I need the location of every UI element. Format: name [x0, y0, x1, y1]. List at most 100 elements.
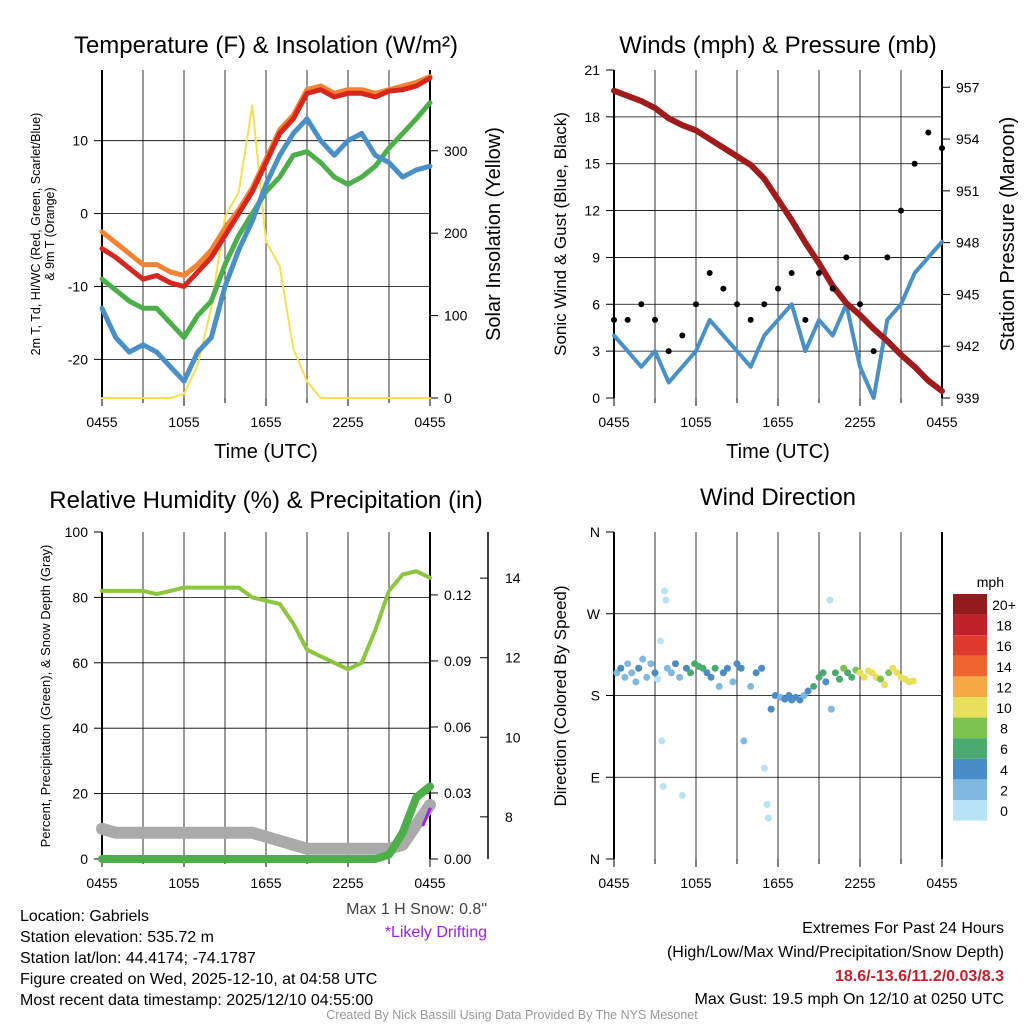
wdir-ytick-label: N — [590, 851, 600, 867]
wind-direction-point — [621, 673, 629, 681]
rh-xtick-label: 0455 — [86, 875, 117, 891]
rh-y-axis-label: Percent, Precipitation (Green), & Snow D… — [38, 545, 53, 848]
snow-depth-tick-label: 14 — [505, 570, 521, 586]
wdir-ytick-label: E — [591, 769, 600, 785]
winds-ytick-right-label: 951 — [956, 183, 980, 199]
temp-ytick-right-label: 100 — [444, 308, 468, 324]
wind-direction-point — [810, 682, 818, 690]
temp-ytick-label: 10 — [72, 133, 88, 149]
wdir-xtick-label: 0455 — [926, 875, 957, 891]
temp-ytick-label: -20 — [68, 351, 88, 367]
colorbar-swatch — [953, 614, 987, 636]
wind-direction-point — [764, 814, 772, 822]
wind-direction-point — [860, 673, 868, 681]
colorbar-title: mph — [977, 574, 1004, 590]
wind-direction-point — [826, 596, 834, 604]
colorbar-label: 6 — [1000, 741, 1008, 757]
credit-text: Created By Nick Bassill Using Data Provi… — [326, 1008, 698, 1022]
gust-point — [816, 270, 822, 277]
winds-chart-title: Winds (mph) & Pressure (mb) — [619, 32, 936, 59]
wind-direction-point — [740, 737, 748, 745]
wind-direction-point — [909, 677, 917, 685]
wind-direction-point — [836, 675, 843, 683]
temp-ytick-right-label: 0 — [444, 390, 452, 406]
wind-direction-point — [651, 669, 659, 677]
wind-direction-point — [676, 673, 684, 681]
gust-point — [788, 270, 795, 277]
gust-point — [843, 254, 850, 261]
gust-point — [857, 301, 863, 308]
wind-direction-point — [763, 801, 771, 808]
winds-xtick-label: 1655 — [762, 414, 793, 430]
winds-ytick-right-label: 945 — [956, 286, 980, 302]
wind-direction-point — [733, 660, 741, 668]
wind-direction-point — [613, 669, 621, 677]
wdir-xtick-label: 1055 — [680, 875, 711, 891]
rh-ytick-label: 20 — [72, 786, 88, 802]
extremes-values: 18.6/-13.6/11.2/0.03/8.3 — [835, 968, 1004, 985]
recent-data-text: Most recent data timestamp: 2025/12/10 0… — [20, 992, 373, 1009]
rh-ytick-label: 60 — [72, 655, 88, 671]
wind-direction-point — [703, 669, 711, 677]
colorbar-label: 12 — [996, 679, 1012, 695]
max-gust-text: Max Gust: 19.5 mph On 12/10 at 0250 UTC — [695, 991, 1005, 1008]
wind-direction-point — [747, 682, 755, 690]
dewpoint-line — [99, 100, 433, 340]
temp-xtick-label: 2255 — [332, 414, 363, 430]
gust-point — [898, 207, 904, 214]
wind-direction-point — [844, 669, 852, 677]
wind-direction-point — [656, 637, 664, 645]
colorbar-label: 2 — [1000, 782, 1008, 798]
temp-xtick-label: 1055 — [168, 414, 199, 430]
colorbar-label: 16 — [996, 638, 1012, 654]
temp-xtick-label: 0455 — [414, 414, 445, 430]
wind-direction-point — [885, 669, 893, 677]
colorbar-label: 18 — [996, 618, 1012, 634]
snow-depth-tick-label: 12 — [505, 650, 521, 666]
rh-ytick-label: 80 — [72, 589, 88, 605]
temp-y-axis-label-line1: 2m T, Td, HI/WC (Red, Green, Scarlet/Blu… — [29, 113, 43, 356]
wind-direction-point — [654, 675, 662, 683]
rh-chart-title: Relative Humidity (%) & Precipitation (i… — [49, 487, 482, 514]
wind-direction-point — [628, 669, 636, 677]
colorbar-swatch — [953, 717, 987, 739]
temp-xtick-label: 1655 — [250, 414, 281, 430]
drifting-note: *Likely Drifting — [385, 924, 487, 941]
wind-direction-point — [758, 664, 766, 672]
wind-direction-point — [715, 682, 723, 690]
colorbar-swatch — [953, 676, 987, 697]
rh-ytick-label: 100 — [65, 524, 89, 540]
winds-xtick-label: 0455 — [598, 414, 629, 430]
2m-temperature-line — [99, 75, 433, 289]
colorbar-label: 8 — [1000, 721, 1008, 737]
gust-point — [638, 301, 645, 308]
extremes-title: Extremes For Past 24 Hours — [802, 920, 1004, 937]
elevation-text: Station elevation: 535.72 m — [20, 929, 214, 946]
gust-point — [720, 285, 727, 292]
wind-direction-point — [840, 664, 848, 672]
winds-ytick-label: 6 — [592, 296, 600, 312]
wind-direction-point — [707, 673, 715, 681]
winds-ytick-label: 9 — [592, 249, 600, 265]
wind-direction-point — [658, 737, 666, 745]
wind-direction-point — [804, 687, 812, 695]
wind-direction-point — [662, 596, 670, 604]
wind-direction-point — [635, 664, 643, 672]
winds-ytick-label: 21 — [584, 62, 600, 78]
figure-created-text: Figure created on Wed, 2025-12-10, at 04… — [20, 971, 377, 988]
wind-direction-point — [760, 764, 768, 772]
colorbar-label: 20+ — [992, 597, 1016, 613]
wind-direction-point — [881, 681, 889, 689]
wind-direction-point — [771, 692, 779, 699]
colorbar-swatch — [953, 800, 987, 821]
wdir-xtick-label: 2255 — [844, 875, 875, 891]
wind-direction-point — [643, 673, 651, 681]
winds-xtick-label: 1055 — [680, 414, 711, 430]
wind-direction-point — [877, 675, 884, 683]
rh-ytick-right-label: 0.06 — [444, 719, 471, 735]
wdir-ytick-label: W — [587, 606, 601, 622]
wind-direction-point — [737, 664, 745, 672]
wind-direction-point — [699, 664, 707, 672]
wdir-plot: 0455 1055 1655 2255 0455 N E S W N — [587, 524, 958, 891]
wind-direction-point — [856, 669, 864, 677]
